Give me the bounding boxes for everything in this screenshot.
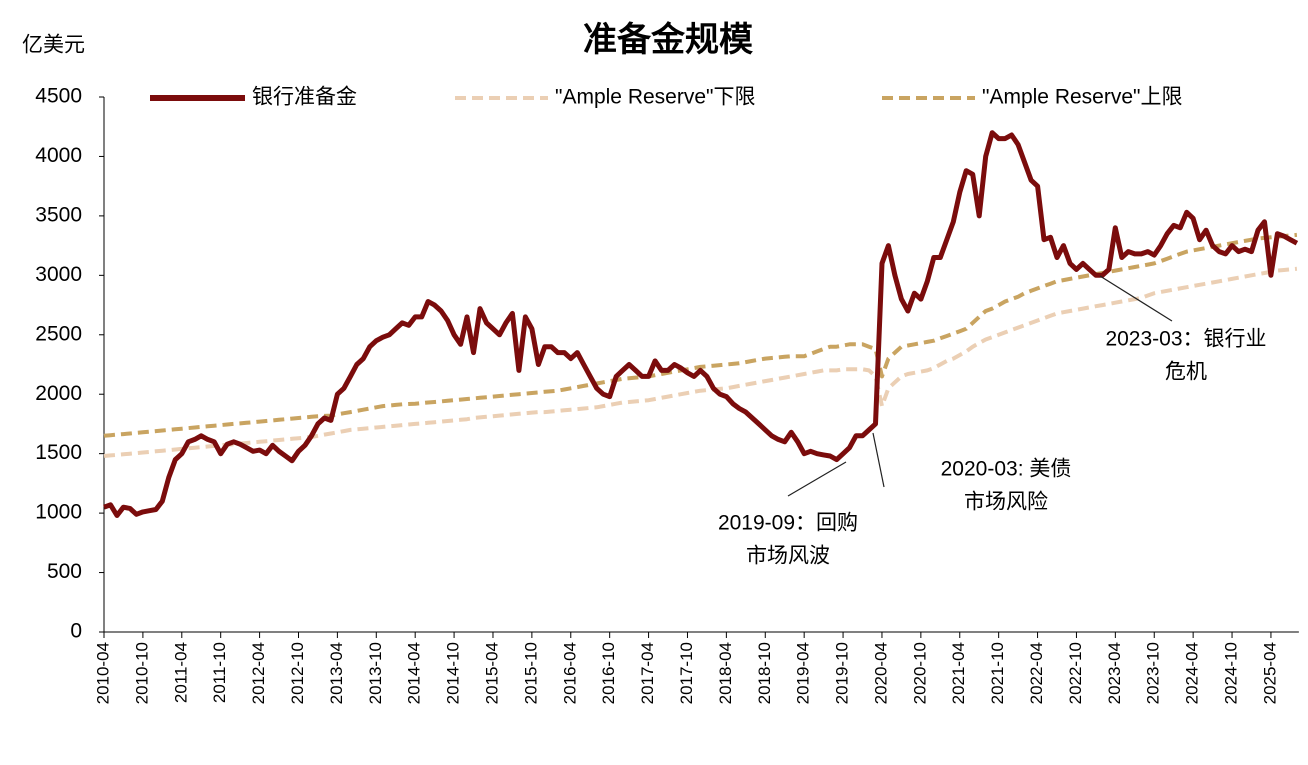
y-tick-label: 1000 <box>35 501 82 524</box>
y-tick-label: 4000 <box>35 144 82 167</box>
x-tick-label: 2016-04 <box>560 642 579 704</box>
x-tick-label: 2018-04 <box>716 642 735 704</box>
x-tick-label: 2011-04 <box>171 642 190 703</box>
annotation-text: 2023-03：银行业 <box>1105 328 1266 351</box>
x-tick-label: 2019-10 <box>833 642 852 704</box>
annotation-text: 2020-03: 美债 <box>941 458 1072 481</box>
x-tick-label: 2011-10 <box>210 642 229 703</box>
x-tick-label: 2010-04 <box>93 642 112 704</box>
x-tick-label: 2020-04 <box>871 642 890 704</box>
y-tick-label: 1500 <box>35 441 82 464</box>
y-tick-label: 500 <box>47 560 82 583</box>
legend-label: 银行准备金 <box>252 86 357 109</box>
x-tick-label: 2017-04 <box>638 642 657 704</box>
x-tick-label: 2025-04 <box>1260 642 1279 704</box>
y-tick-label: 2500 <box>35 322 82 345</box>
y-tick-label: 3000 <box>35 263 82 286</box>
x-tick-label: 2010-10 <box>132 642 151 704</box>
annotation-leader <box>787 461 847 497</box>
series-line <box>103 130 1299 518</box>
x-tick-label: 2015-04 <box>482 642 501 704</box>
y-axis-label: 亿美元 <box>22 34 85 57</box>
x-tick-label: 2013-04 <box>327 642 346 704</box>
x-tick-label: 2020-10 <box>910 642 929 704</box>
x-tick-label: 2024-04 <box>1183 642 1202 704</box>
annotation-leader <box>872 432 885 488</box>
legend-label: "Ample Reserve"上限 <box>982 86 1182 109</box>
x-tick-label: 2018-10 <box>755 642 774 704</box>
y-tick-label: 0 <box>70 620 82 643</box>
x-tick-label: 2023-10 <box>1144 642 1163 704</box>
annotation-text: 2019-09：回购 <box>718 512 858 535</box>
x-tick-label: 2021-10 <box>988 642 1007 704</box>
x-tick-label: 2021-04 <box>949 642 968 704</box>
chart-title: 准备金规模 <box>583 20 753 59</box>
x-tick-label: 2019-04 <box>794 642 813 704</box>
annotation-leader <box>1099 275 1173 322</box>
x-tick-label: 2015-10 <box>521 642 540 704</box>
annotation-text: 市场风波 <box>746 545 830 568</box>
x-tick-label: 2022-10 <box>1066 642 1085 704</box>
x-tick-label: 2012-04 <box>249 642 268 704</box>
annotation-text: 危机 <box>1165 361 1207 384</box>
x-tick-label: 2013-10 <box>366 642 385 704</box>
x-tick-label: 2024-10 <box>1222 642 1241 704</box>
y-tick-label: 4500 <box>35 85 82 108</box>
x-tick-label: 2016-10 <box>599 642 618 704</box>
x-tick-label: 2014-04 <box>405 642 424 704</box>
y-tick-label: 3500 <box>35 203 82 226</box>
x-tick-label: 2017-10 <box>677 642 696 704</box>
x-tick-label: 2022-04 <box>1027 642 1046 704</box>
legend-label: "Ample Reserve"下限 <box>555 86 755 109</box>
x-tick-label: 2023-04 <box>1105 642 1124 704</box>
x-tick-label: 2012-10 <box>288 642 307 704</box>
x-tick-label: 2014-10 <box>444 642 463 704</box>
y-tick-label: 2000 <box>35 382 82 405</box>
series-line <box>103 266 1298 458</box>
annotation-text: 市场风险 <box>964 491 1048 514</box>
